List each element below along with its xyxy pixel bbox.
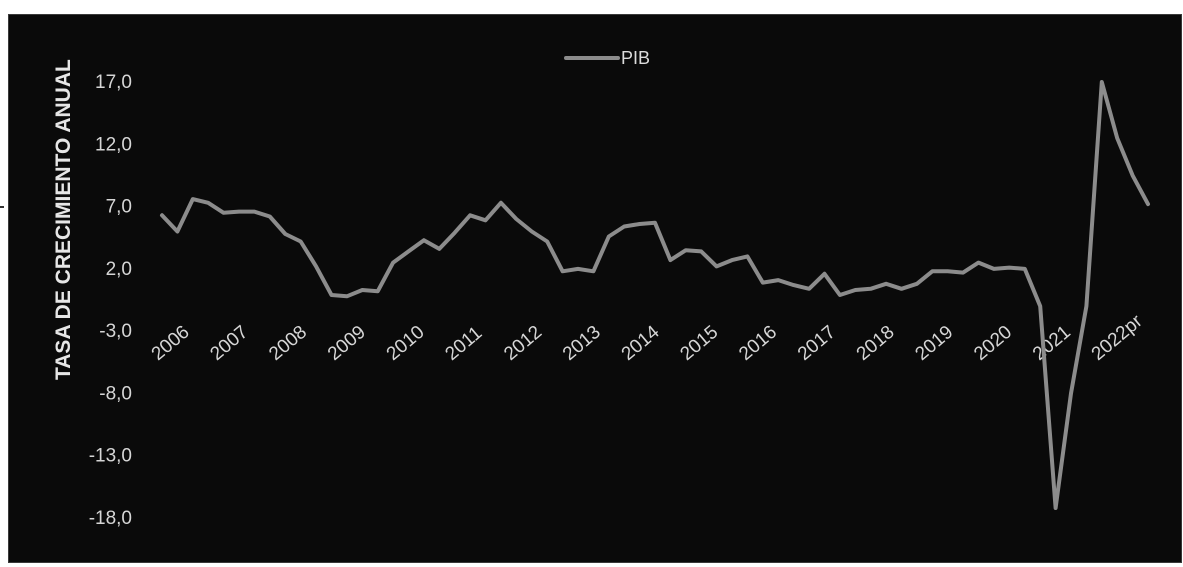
legend-label-pib: PIB xyxy=(621,48,650,68)
x-tick-label: 2009 xyxy=(324,322,370,365)
y-tick-label: -8,0 xyxy=(99,383,132,404)
y-tick-label: 2,0 xyxy=(106,259,132,280)
x-tick-label: 2019 xyxy=(911,322,957,365)
x-tick-label: 2011 xyxy=(441,323,486,365)
x-tick-label: 2020 xyxy=(970,322,1016,365)
x-tick-label: 2014 xyxy=(618,321,664,365)
y-tick-label: 7,0 xyxy=(106,197,132,218)
x-tick-label: 2018 xyxy=(853,322,899,365)
y-axis-title: TASA DE CRECIMIENTO ANUAL xyxy=(52,59,75,380)
legend: PIB xyxy=(564,48,650,68)
x-tick-label: 2016 xyxy=(735,322,781,365)
x-tick-label: 2017 xyxy=(794,322,840,365)
x-tick-label: 2022pr xyxy=(1088,310,1147,365)
x-tick-label: 2012 xyxy=(500,322,546,365)
x-tick-label: 2010 xyxy=(383,322,429,365)
scan-mark xyxy=(0,206,4,208)
y-axis-ticks: 17,0 12,0 7,0 2,0 -3,0 -8,0 -13,0 -18,0 xyxy=(89,72,132,529)
y-tick-label: -18,0 xyxy=(89,508,132,529)
x-tick-label: 2013 xyxy=(559,322,605,365)
x-tick-label: 2021 xyxy=(1029,322,1075,365)
y-tick-label: 17,0 xyxy=(95,72,132,93)
x-tick-label: 2007 xyxy=(206,322,252,365)
y-tick-label: 12,0 xyxy=(95,134,132,155)
x-tick-label: 2015 xyxy=(676,322,722,365)
chart-area xyxy=(8,14,1182,563)
series-layer xyxy=(160,80,1150,510)
x-axis-ticks: 2006 2007 2008 2009 2010 2011 2012 2013 2014 2015… xyxy=(148,310,1147,365)
y-tick-label: -3,0 xyxy=(99,321,132,342)
y-tick-label: -13,0 xyxy=(89,446,132,467)
x-tick-label: 2008 xyxy=(265,322,311,365)
series-line-pib xyxy=(160,80,1150,510)
x-tick-label: 2006 xyxy=(148,322,194,365)
